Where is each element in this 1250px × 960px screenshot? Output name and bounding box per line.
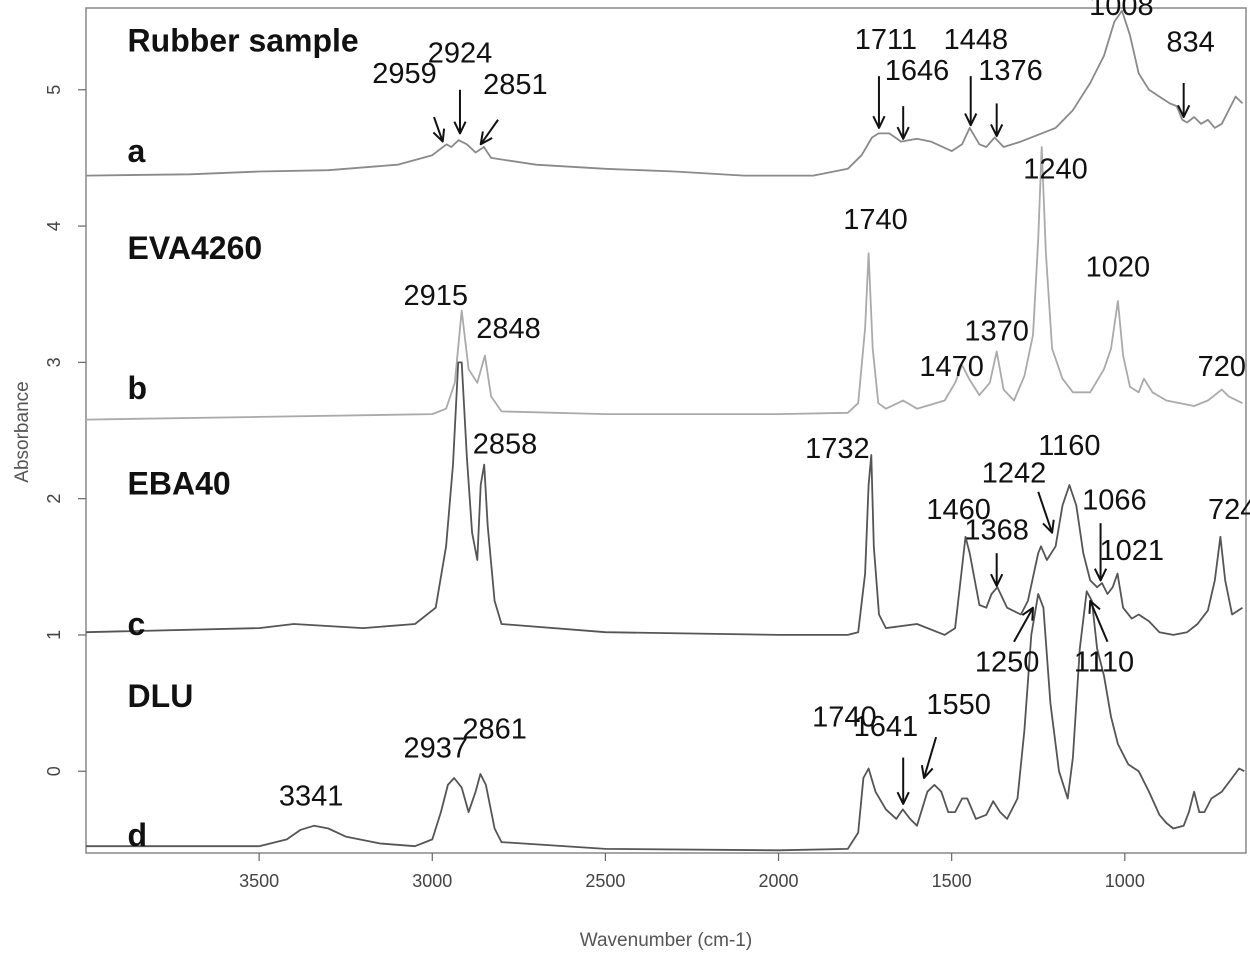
y-tick-label: 5 <box>44 85 64 95</box>
series-name-label: EBA40 <box>128 466 231 502</box>
peak-label: 1250 <box>975 647 1040 679</box>
series-line-a <box>85 9 1244 177</box>
peak-label: 1066 <box>1082 485 1147 517</box>
series-name-label: EVA4260 <box>128 230 263 266</box>
peak-label: 2851 <box>483 69 548 101</box>
peak-label: 2959 <box>372 58 437 90</box>
peak-label: 1711 <box>855 24 917 56</box>
peak-label: 1370 <box>964 316 1029 348</box>
peak-arrow-head <box>1094 568 1108 582</box>
peak-label: 1021 <box>1099 535 1164 567</box>
plot-frame <box>85 7 1247 854</box>
peak-arrow <box>1013 607 1034 643</box>
y-tick-label: 3 <box>44 357 64 367</box>
peak-label: 1160 <box>1038 430 1100 462</box>
peak-label: 2848 <box>476 313 541 345</box>
series-line-d <box>86 590 1245 852</box>
peak-label: 1740 <box>843 204 908 236</box>
series-line-b <box>85 146 1243 421</box>
x-tick-label: 3500 <box>239 871 279 891</box>
peak-arrow <box>1037 491 1054 534</box>
peak-label: 2858 <box>473 429 538 461</box>
x-tick-label: 2000 <box>759 871 799 891</box>
peak-label: 1448 <box>944 24 1009 56</box>
series-labels: Rubber sample EVA4260 EBA40 DLU a b c d <box>128 23 359 854</box>
peak-arrow-head <box>432 128 446 143</box>
series-name-label: DLU <box>128 678 194 714</box>
peak-label: 1470 <box>919 351 984 383</box>
peak-label: 1460 <box>926 494 991 526</box>
peak-label: 1550 <box>926 689 991 721</box>
peak-label: 1020 <box>1086 251 1151 283</box>
series-letter-label: c <box>128 606 146 642</box>
peak-label: 1376 <box>978 55 1043 87</box>
peak-label: 1368 <box>964 515 1029 547</box>
series-letter-label: d <box>128 817 148 853</box>
x-axis-label: Wavenumber (cm-1) <box>580 930 752 951</box>
peak-arrow-head <box>479 131 493 146</box>
x-tick-label: 3000 <box>412 871 452 891</box>
y-tick-label: 4 <box>44 221 64 231</box>
series-line-c <box>85 361 1243 636</box>
y-tick-label: 0 <box>44 766 64 776</box>
peak-label: 1240 <box>1023 153 1088 185</box>
peak-arrow-head <box>990 573 1004 587</box>
peak-arrow-head <box>896 791 910 805</box>
spectra-lines <box>85 9 1245 852</box>
series-letter-label: b <box>128 370 148 406</box>
peak-label: 834 <box>1166 27 1214 59</box>
peak-label: 1008 <box>1089 0 1154 22</box>
axes: 3500 3000 2500 2000 1500 1000 0 1 2 3 4 5 <box>44 85 1145 891</box>
peak-label: 720 <box>1198 351 1246 383</box>
peak-label: 2861 <box>462 714 527 746</box>
peak-label: 2937 <box>403 733 468 765</box>
peak-label: 2915 <box>403 280 468 312</box>
peak-arrow-head <box>1177 104 1191 118</box>
x-tick-label: 1500 <box>932 871 972 891</box>
series-letter-label: a <box>128 133 146 169</box>
peak-arrow <box>1089 600 1109 643</box>
peak-arrow-head <box>896 126 910 140</box>
peak-label: 1110 <box>1074 647 1134 679</box>
peak-arrow-head <box>453 121 467 135</box>
x-tick-label: 2500 <box>585 871 625 891</box>
peak-label: 1641 <box>854 711 919 743</box>
y-tick-label: 2 <box>44 494 64 504</box>
peak-label: 1646 <box>885 55 950 87</box>
y-axis-label: Absorbance <box>12 381 33 482</box>
peak-label: 2924 <box>428 38 493 70</box>
peak-label: 1732 <box>805 433 870 465</box>
peak-arrow <box>479 119 499 145</box>
peak-label: 3341 <box>279 780 344 812</box>
peak-arrow <box>433 116 444 142</box>
peak-arrow-head <box>872 115 886 129</box>
peak-arrow-head <box>964 113 978 127</box>
peak-arrow <box>923 736 938 779</box>
peak-arrow-head <box>1088 599 1101 614</box>
peak-label: 1740 <box>812 701 877 733</box>
series-name-label: Rubber sample <box>128 23 359 59</box>
peak-arrow-head <box>990 123 1004 138</box>
peak-label: 724 <box>1208 494 1250 526</box>
peak-arrow-head <box>920 765 934 779</box>
peak-arrow-head <box>1042 519 1055 534</box>
peak-arrow-head <box>1021 606 1034 621</box>
peak-label: 1242 <box>982 457 1047 489</box>
y-tick-label: 1 <box>44 630 64 640</box>
x-tick-label: 1000 <box>1105 871 1145 891</box>
